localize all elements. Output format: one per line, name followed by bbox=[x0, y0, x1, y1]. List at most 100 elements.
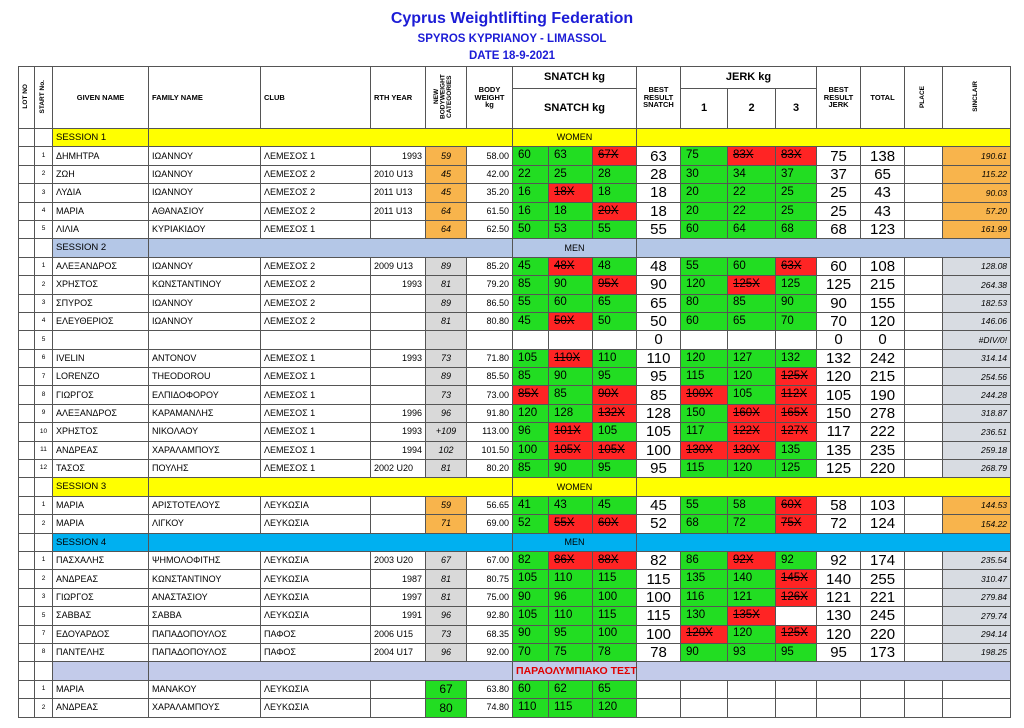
start-no: 5 bbox=[34, 606, 53, 626]
start-no: 11 bbox=[34, 440, 53, 461]
category: 64 bbox=[425, 219, 467, 240]
attempt: 83X bbox=[727, 146, 776, 166]
best-result: 95 bbox=[636, 459, 681, 479]
attempt: 105 bbox=[512, 606, 549, 626]
cell bbox=[635, 661, 1012, 681]
start-no: 2 bbox=[34, 275, 53, 295]
header-text: PLACE bbox=[919, 85, 927, 108]
best-result: 25 bbox=[816, 183, 862, 203]
athlete-row: 2 ΑΝΔΡΕΑΣ ΚΩΝΣΤΑΝΤΙΝΟΥ ΛΕΥΚΩΣΙΑ 1987 81 80.75 1… bbox=[18, 569, 1012, 589]
total: 215 bbox=[860, 367, 906, 387]
cell bbox=[34, 127, 53, 148]
attempt: 135 bbox=[774, 440, 818, 461]
place bbox=[904, 587, 944, 608]
category: 71 bbox=[425, 514, 467, 534]
attempt: 117 bbox=[680, 422, 728, 442]
attempt: 115 bbox=[548, 698, 593, 718]
attempt bbox=[592, 330, 637, 350]
attempt: 83X bbox=[774, 146, 818, 166]
attempt: 65 bbox=[727, 311, 776, 332]
given-name: ΑΝΔΡΕΑΣ bbox=[52, 440, 149, 461]
given-name bbox=[52, 330, 149, 350]
total: 108 bbox=[860, 256, 906, 277]
attempt: 86X bbox=[548, 550, 593, 571]
body-weight: 61.50 bbox=[466, 201, 513, 221]
attempt: 55 bbox=[592, 219, 637, 240]
total: 215 bbox=[860, 275, 906, 295]
best-result: 100 bbox=[636, 624, 681, 644]
total: 0 bbox=[860, 330, 906, 350]
birth-year bbox=[370, 495, 426, 516]
category: 80 bbox=[425, 698, 467, 718]
birth-year: 2002 U20 bbox=[370, 459, 426, 479]
attempt bbox=[774, 679, 818, 700]
athlete-row: 10 ΧΡΗΣΤΟΣ ΝΙΚΟΛΑΟΥ ΛΕΜΕΣΟΣ 1 1993 +109 113.00… bbox=[18, 422, 1012, 442]
best-result: 37 bbox=[816, 164, 862, 185]
family-name: THEODOROU bbox=[148, 367, 261, 387]
header-cell: NEW BODYWEIGHT CATEGORIES bbox=[425, 66, 467, 129]
birth-year: 1993 bbox=[370, 146, 426, 166]
start-no: 5 bbox=[34, 330, 53, 350]
attempt bbox=[727, 698, 776, 718]
total: 242 bbox=[860, 348, 906, 369]
total bbox=[860, 679, 906, 700]
given-name: ΕΛΕΥΘΕΡΙΟΣ bbox=[52, 311, 149, 332]
given-name: ΛΙΛΙΑ bbox=[52, 219, 149, 240]
attempt: 150 bbox=[680, 403, 728, 424]
club: ΛΕΜΕΣΟΣ 1 bbox=[260, 440, 371, 461]
attempt: 85 bbox=[512, 459, 549, 479]
total: 43 bbox=[860, 183, 906, 203]
attempt: 125 bbox=[774, 275, 818, 295]
attempt: 100 bbox=[512, 440, 549, 461]
body-weight: 113.00 bbox=[466, 422, 513, 442]
birth-year bbox=[370, 311, 426, 332]
attempt: 60 bbox=[512, 146, 549, 166]
total: 278 bbox=[860, 403, 906, 424]
total: 103 bbox=[860, 495, 906, 516]
sinclair: 235.54 bbox=[942, 550, 1012, 571]
attempt: 63 bbox=[548, 146, 593, 166]
attempt: 20 bbox=[680, 183, 728, 203]
sinclair: 182.53 bbox=[942, 293, 1012, 313]
attempt: 58 bbox=[727, 495, 776, 516]
place bbox=[904, 403, 944, 424]
attempt: 100 bbox=[592, 587, 637, 608]
given-name: ΔΗΜΗΤΡΑ bbox=[52, 146, 149, 166]
best-result: 130 bbox=[816, 606, 862, 626]
session-category: WOMEN bbox=[512, 127, 637, 148]
start-no: 2 bbox=[34, 514, 53, 534]
best-result: 95 bbox=[636, 367, 681, 387]
best-result: 132 bbox=[816, 348, 862, 369]
birth-year bbox=[370, 367, 426, 387]
cell bbox=[34, 477, 53, 497]
attempt: 86 bbox=[680, 550, 728, 571]
family-name: ANTONOV bbox=[148, 348, 261, 369]
given-name: LORENZO bbox=[52, 367, 149, 387]
family-name: ΜΑΝΑΚΟΥ bbox=[148, 679, 261, 700]
club: ΛΕΜΕΣΟΣ 2 bbox=[260, 256, 371, 277]
session-label: SESSION 1 bbox=[52, 127, 149, 148]
best-result bbox=[636, 698, 681, 718]
place bbox=[904, 201, 944, 221]
birth-year bbox=[370, 698, 426, 718]
family-name: ΝΙΚΟΛΑΟΥ bbox=[148, 422, 261, 442]
attempt: 85X bbox=[512, 385, 549, 405]
lot-no bbox=[18, 569, 35, 589]
best-result: 0 bbox=[816, 330, 862, 350]
lot-no bbox=[18, 606, 35, 626]
attempt bbox=[680, 330, 728, 350]
birth-year: 2004 U17 bbox=[370, 642, 426, 663]
attempt: 115 bbox=[680, 459, 728, 479]
attempt: 45 bbox=[592, 495, 637, 516]
attempt: 75 bbox=[548, 642, 593, 663]
sinclair: 244.28 bbox=[942, 385, 1012, 405]
start-no: 8 bbox=[34, 385, 53, 405]
attempt: 75X bbox=[774, 514, 818, 534]
club: ΛΕΜΕΣΟΣ 1 bbox=[260, 459, 371, 479]
place bbox=[904, 164, 944, 185]
sinclair: 279.74 bbox=[942, 606, 1012, 626]
best-result: 52 bbox=[636, 514, 681, 534]
total: 222 bbox=[860, 422, 906, 442]
sinclair: 254.56 bbox=[942, 367, 1012, 387]
lot-no bbox=[18, 459, 35, 479]
